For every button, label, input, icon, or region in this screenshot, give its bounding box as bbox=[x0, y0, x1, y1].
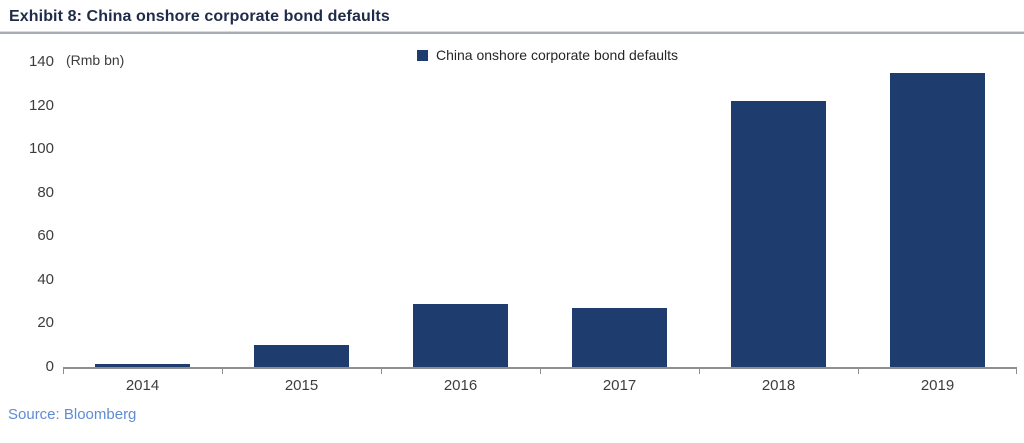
x-axis-label: 2014 bbox=[125, 377, 160, 394]
x-axis-tick bbox=[540, 369, 541, 374]
chart-title: Exhibit 8: China onshore corporate bond … bbox=[9, 8, 390, 25]
bar-2019 bbox=[889, 72, 986, 367]
y-axis-label: 20 bbox=[37, 314, 54, 332]
y-axis-label: 0 bbox=[45, 358, 54, 375]
y-axis-label: 40 bbox=[37, 270, 54, 288]
x-axis-tick bbox=[63, 369, 64, 374]
bar-2018 bbox=[730, 101, 827, 367]
y-axis-label: 120 bbox=[28, 96, 54, 114]
y-axis-label: 60 bbox=[37, 227, 54, 245]
bar-2014 bbox=[94, 363, 191, 367]
y-axis-label: 100 bbox=[28, 140, 54, 158]
x-axis-tick bbox=[699, 369, 700, 374]
x-axis-tick bbox=[858, 369, 859, 374]
x-axis-tick bbox=[381, 369, 382, 374]
y-axis-label: 140 bbox=[28, 53, 54, 70]
x-axis-label: 2019 bbox=[920, 377, 955, 394]
plot-area bbox=[63, 62, 1017, 374]
title-divider bbox=[0, 32, 1024, 34]
x-axis-tick bbox=[1016, 369, 1017, 374]
bar-2016 bbox=[412, 303, 509, 367]
x-axis: 2014 2015 2016 2017 2018 2019 bbox=[63, 377, 1017, 397]
legend-square-icon bbox=[417, 49, 428, 61]
x-axis-label: 2018 bbox=[761, 377, 796, 394]
bar-2015 bbox=[253, 345, 350, 367]
source-note: Source: Bloomberg bbox=[8, 406, 137, 423]
x-axis-tick bbox=[222, 369, 223, 374]
bar-2017 bbox=[571, 308, 668, 367]
legend-label: China onshore corporate bond defaults bbox=[436, 47, 679, 63]
legend: China onshore corporate bond defaults bbox=[417, 47, 678, 63]
x-axis-label: 2015 bbox=[284, 377, 319, 394]
y-axis-unit-label: (Rmb bn) bbox=[66, 52, 125, 68]
y-axis-label: 80 bbox=[37, 183, 54, 201]
x-axis-label: 2016 bbox=[443, 377, 478, 394]
x-axis-label: 2017 bbox=[602, 377, 637, 394]
y-axis: 0 20 40 60 80 100 120 140 bbox=[0, 53, 54, 375]
